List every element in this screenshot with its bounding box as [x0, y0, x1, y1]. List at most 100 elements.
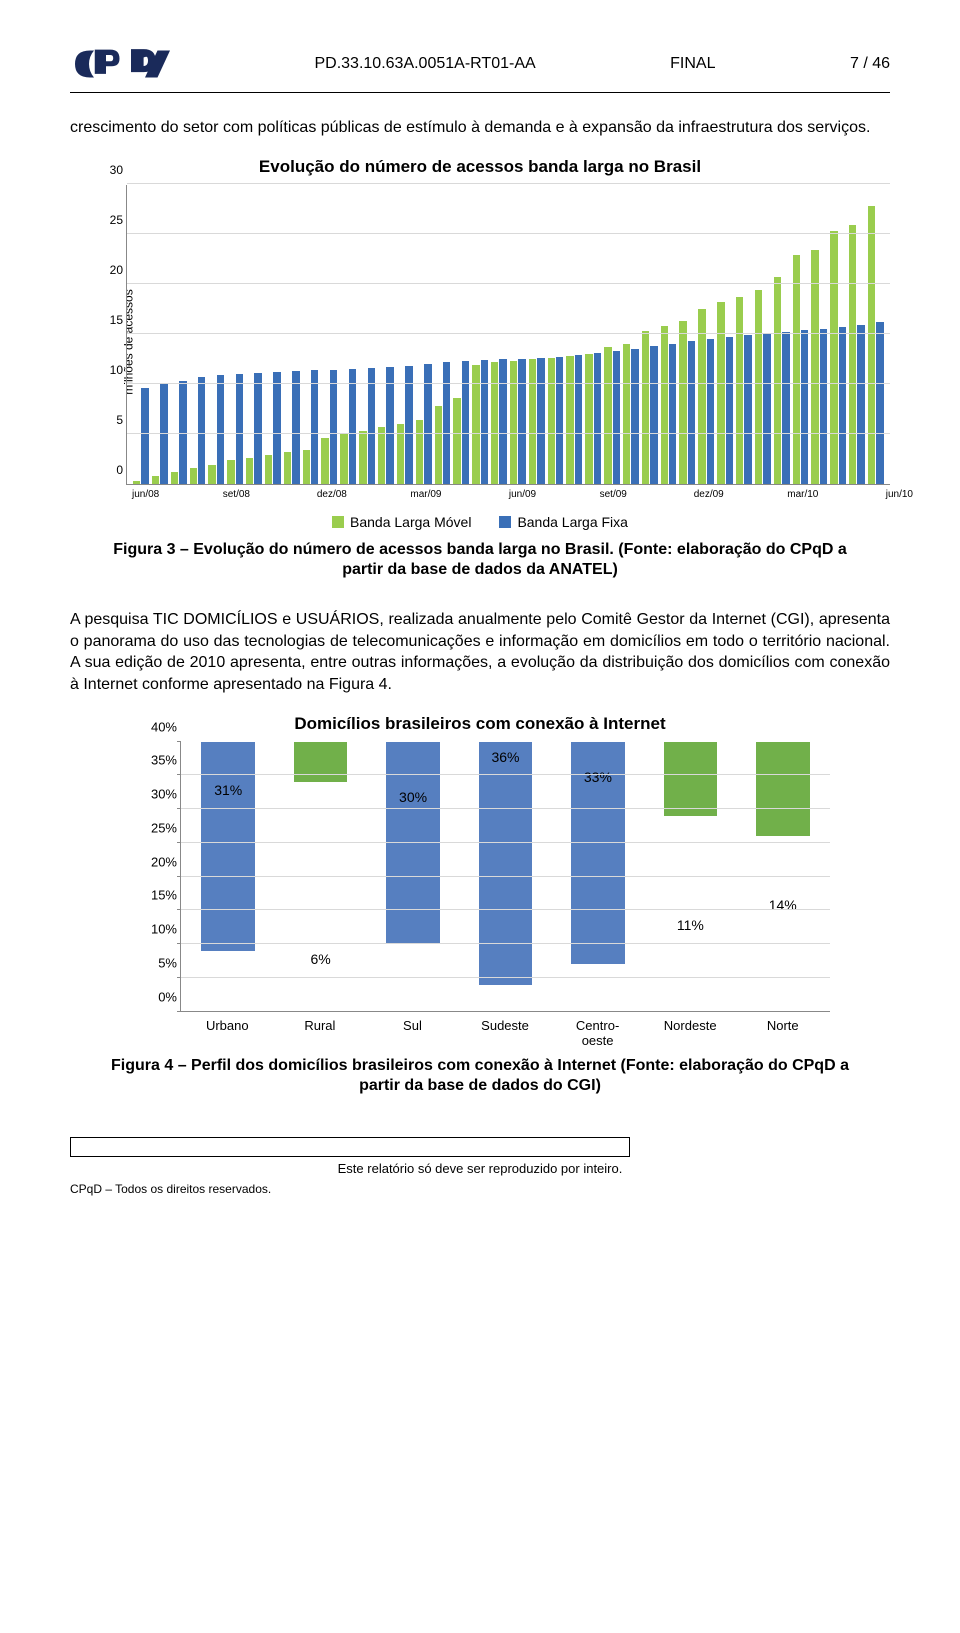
chart1-bar-group: [303, 185, 319, 484]
chart1-bar-group: [566, 185, 582, 484]
chart1-bar-movel: [830, 231, 837, 484]
chart1-bar-fixa: [613, 351, 620, 484]
chart1-gridline: [127, 333, 890, 334]
chart1-bar-group: [529, 185, 545, 484]
chart1-bar-fixa: [198, 377, 205, 484]
chart1-bar-group: [453, 185, 469, 484]
chart1-bar-movel: [453, 398, 460, 484]
chart1-bar-fixa: [349, 369, 356, 484]
chart2-xlabel: Sul: [375, 1018, 450, 1048]
chart1-bar-movel: [321, 438, 328, 484]
chart1-xlabel: dez/09: [694, 489, 724, 500]
chart1-bar-fixa: [499, 359, 506, 484]
chart1-xlabel: mar/09: [410, 489, 441, 500]
chart2-xlabel: Nordeste: [653, 1018, 728, 1048]
chart2-ytick: 30%: [141, 787, 177, 802]
chart1-bar-movel: [190, 468, 197, 484]
chart1-bar-group: [416, 185, 432, 484]
chart1-bar-group: [284, 185, 300, 484]
chart1-bar-movel: [284, 452, 291, 484]
chart2-bar: [294, 742, 348, 783]
chart2-bar-column: 11%: [653, 742, 727, 1012]
chart2-bar: [479, 742, 533, 985]
chart2-gridline: [181, 774, 830, 775]
chart1-bar-movel: [529, 359, 536, 484]
doc-code: PD.33.10.63A.0051A-RT01-AA: [314, 55, 535, 73]
chart2-xlabel: Norte: [745, 1018, 820, 1048]
chart2-gridline: [181, 977, 830, 978]
chart1-bar-fixa: [141, 388, 148, 484]
chart1-ytick: 15: [99, 313, 123, 327]
chart1-bar-movel: [566, 356, 573, 484]
chart1-bar-group: [491, 185, 507, 484]
chart1-xlabels: jun/08jul/08ago/08set/08out/08nov/08dez/…: [126, 485, 890, 500]
chart1-ytick: 0: [99, 463, 123, 477]
chart2-bar-column: 33%: [561, 742, 635, 1012]
chart1-bar-group: [793, 185, 809, 484]
chart1-bar-movel: [623, 344, 630, 484]
chart2-bar-value: 33%: [561, 769, 635, 785]
chart2-xlabel: Rural: [283, 1018, 358, 1048]
chart1-bars: [127, 185, 890, 484]
chart1-xlabel: jun/10: [886, 489, 913, 500]
chart2-ytick-mark: [177, 1011, 181, 1012]
chart2-bar-column: 36%: [468, 742, 542, 1012]
chart1-gridline: [127, 233, 890, 234]
chart1-ytick: 10: [99, 363, 123, 377]
chart1-bar-movel: [265, 455, 272, 484]
chart1-bar-movel: [868, 206, 875, 484]
chart1-ytick: 20: [99, 263, 123, 277]
chart2-xlabel: Urbano: [190, 1018, 265, 1048]
chart1-bar-movel: [416, 420, 423, 484]
legend-swatch-movel: [332, 516, 344, 528]
chart2-title: Domicílios brasileiros com conexão à Int…: [70, 714, 890, 734]
figure4-caption: Figura 4 – Perfil dos domicílios brasile…: [110, 1056, 850, 1098]
chart2-xlabel: Centro-oeste: [560, 1018, 635, 1048]
legend-swatch-fixa: [499, 516, 511, 528]
chart1-bar-movel: [849, 225, 856, 484]
chart1-bar-group: [774, 185, 790, 484]
chart1-bar-fixa: [650, 346, 657, 484]
chart1-bar-fixa: [292, 371, 299, 484]
chart1-gridline: [127, 183, 890, 184]
chart1-bar-group: [623, 185, 639, 484]
chart1-bar-group: [340, 185, 356, 484]
chart1-bar-fixa: [688, 341, 695, 484]
chart1-bar-movel: [359, 431, 366, 484]
chart1-bar-fixa: [160, 384, 167, 484]
legend-item-movel: Banda Larga Móvel: [332, 514, 471, 530]
chart1-bar-group: [246, 185, 262, 484]
chart1-bar-group: [510, 185, 526, 484]
chart1-xlabel: mar/10: [787, 489, 818, 500]
chart1-bar-group: [171, 185, 187, 484]
chart1-bar-fixa: [443, 362, 450, 484]
chart1-bar-fixa: [744, 335, 751, 484]
chart1-bar-fixa: [726, 337, 733, 484]
mid-paragraph: A pesquisa TIC DOMICÍLIOS e USUÁRIOS, re…: [70, 609, 890, 695]
chart1-bar-movel: [604, 347, 611, 484]
chart1-bar-fixa: [669, 344, 676, 484]
chart2-xlabel: Sudeste: [468, 1018, 543, 1048]
chart1-bar-group: [585, 185, 601, 484]
chart1-bar-fixa: [556, 357, 563, 484]
chart1-bar-fixa: [254, 373, 261, 484]
chart2-ytick-mark: [177, 842, 181, 843]
chart1-bar-group: [133, 185, 149, 484]
chart1-bar-fixa: [330, 370, 337, 484]
chart1-plot: 051015202530: [126, 185, 890, 485]
chart1-bar-fixa: [763, 333, 770, 484]
chart2-ytick-mark: [177, 808, 181, 809]
chart1-bar-group: [642, 185, 658, 484]
chart2-bar-column: 6%: [283, 742, 357, 1012]
chart1-bar-fixa: [236, 374, 243, 484]
chart1-bar-fixa: [481, 360, 488, 484]
chart2-bar-column: 14%: [746, 742, 820, 1012]
chart1-bar-group: [849, 185, 865, 484]
chart1-bar-group: [604, 185, 620, 484]
chart1-bar-group: [811, 185, 827, 484]
chart1-bar-movel: [736, 297, 743, 484]
chart2-bar-value: 11%: [653, 917, 727, 933]
chart1-bar-group: [717, 185, 733, 484]
chart1-bar-group: [190, 185, 206, 484]
chart1-bar-group: [698, 185, 714, 484]
